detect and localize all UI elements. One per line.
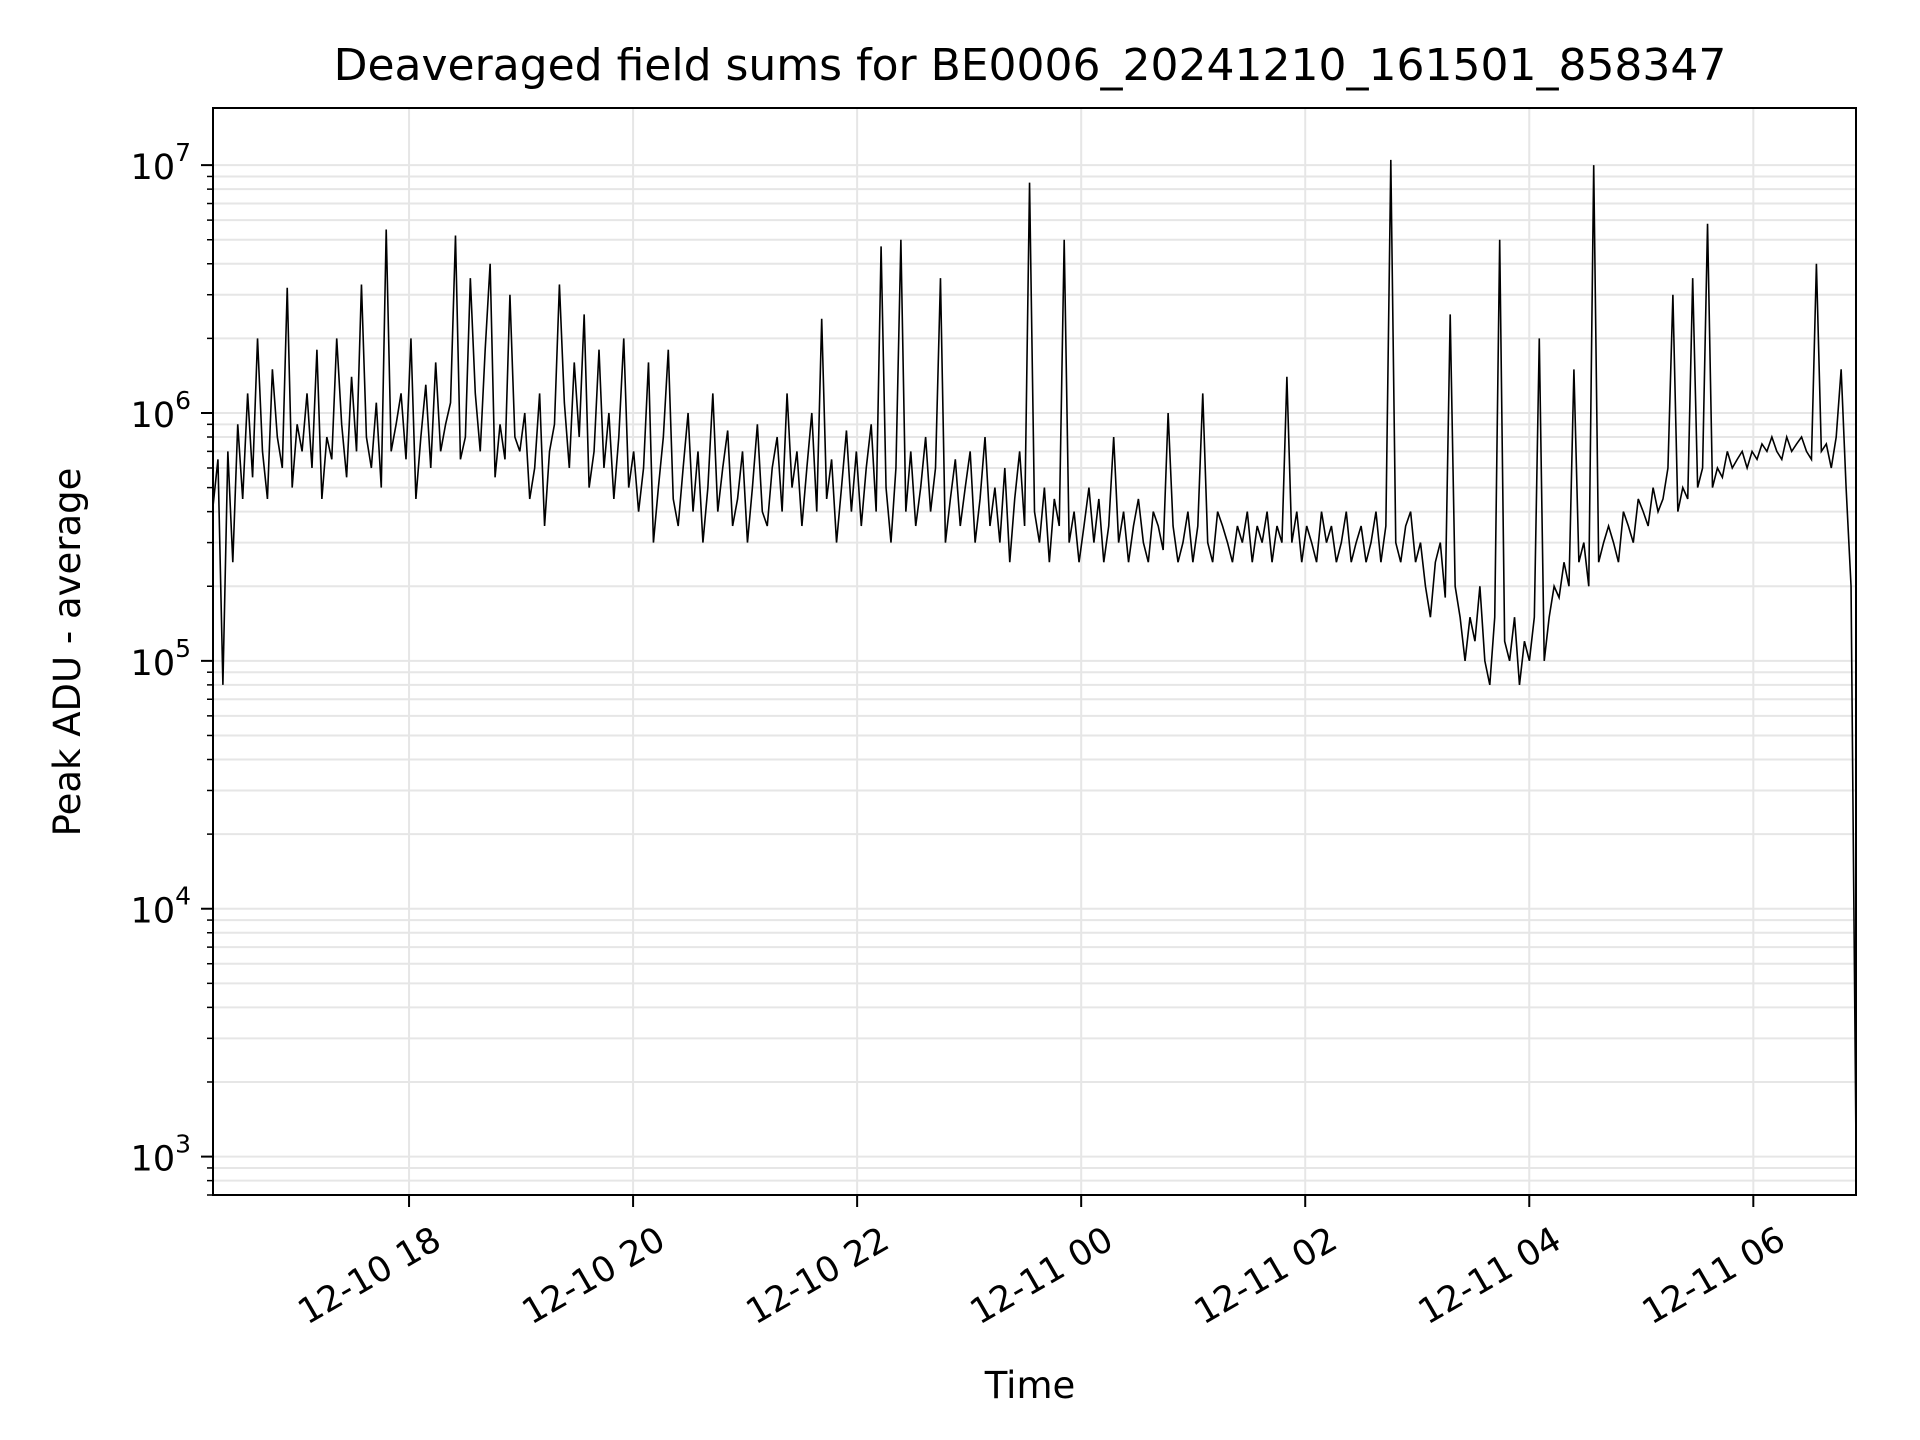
plot-frame [212, 107, 1857, 1196]
y-axis-label: Peak ADU - average [46, 468, 89, 837]
grid [213, 108, 1856, 1196]
series [212, 159, 1857, 1147]
series-line-0 [212, 159, 1857, 1147]
y-tick-label: 107 [131, 138, 191, 188]
x-axis-label: Time [984, 1364, 1076, 1407]
chart-title: Deaveraged field sums for BE0006_2024121… [334, 40, 1727, 91]
y-tick-label: 103 [131, 1130, 191, 1180]
y-tick-label: 104 [131, 882, 191, 932]
y-tick-label: 106 [131, 386, 191, 436]
y-tick-label: 105 [131, 634, 191, 684]
y-axis-ticks: 103 104 105 106 107 [131, 138, 213, 1196]
